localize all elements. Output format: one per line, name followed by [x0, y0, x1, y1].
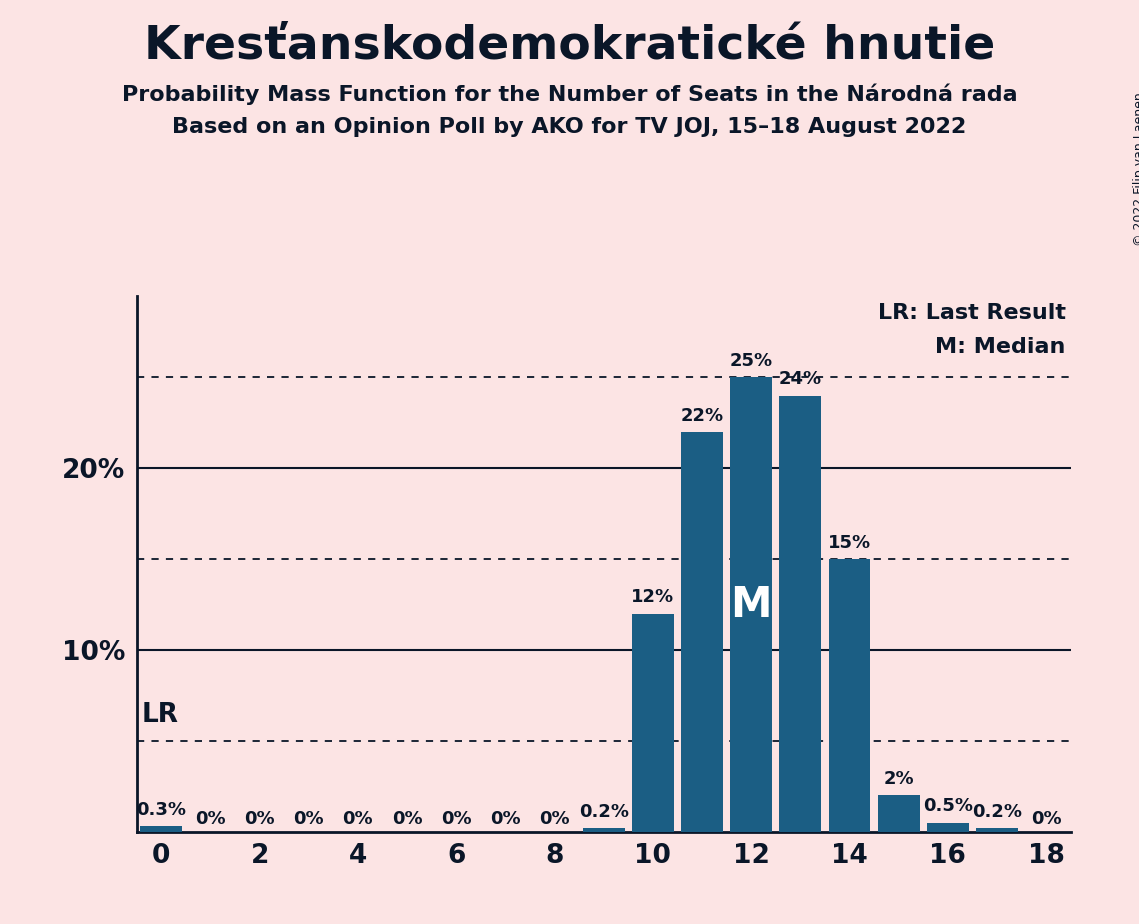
Text: 22%: 22% [680, 407, 723, 425]
Text: 15%: 15% [828, 534, 871, 552]
Text: 0%: 0% [1031, 810, 1062, 828]
Text: 0%: 0% [294, 810, 323, 828]
Text: Based on an Opinion Poll by AKO for TV JOJ, 15–18 August 2022: Based on an Opinion Poll by AKO for TV J… [172, 117, 967, 138]
Text: 0%: 0% [441, 810, 472, 828]
Bar [632, 614, 673, 832]
Bar [976, 828, 1018, 832]
Text: 0%: 0% [195, 810, 226, 828]
Text: M: Median: M: Median [935, 337, 1066, 358]
Text: 0.2%: 0.2% [579, 803, 629, 821]
Text: 24%: 24% [779, 371, 822, 388]
Bar [779, 395, 821, 832]
Text: 0%: 0% [244, 810, 274, 828]
Bar [878, 796, 919, 832]
Text: Kresťanskodemokratické hnutie: Kresťanskodemokratické hnutie [144, 23, 995, 68]
Text: 12%: 12% [631, 589, 674, 606]
Text: 0.5%: 0.5% [923, 797, 973, 815]
Text: 0%: 0% [539, 810, 570, 828]
Text: LR: Last Result: LR: Last Result [878, 303, 1066, 323]
Text: 0%: 0% [392, 810, 423, 828]
Text: Probability Mass Function for the Number of Seats in the Národná rada: Probability Mass Function for the Number… [122, 83, 1017, 104]
Text: 2%: 2% [884, 770, 913, 788]
Text: 0%: 0% [343, 810, 374, 828]
Bar [583, 828, 624, 832]
Bar [681, 432, 723, 832]
Text: LR: LR [141, 702, 179, 728]
Text: 0.3%: 0.3% [137, 801, 187, 819]
Bar [730, 377, 772, 832]
Text: 0%: 0% [490, 810, 521, 828]
Text: 0.2%: 0.2% [972, 803, 1022, 821]
Bar [828, 559, 870, 832]
Text: © 2022 Filip van Laenen: © 2022 Filip van Laenen [1133, 92, 1139, 246]
Text: 25%: 25% [730, 352, 772, 371]
Bar [927, 822, 968, 832]
Bar [140, 826, 182, 832]
Text: M: M [730, 584, 772, 626]
